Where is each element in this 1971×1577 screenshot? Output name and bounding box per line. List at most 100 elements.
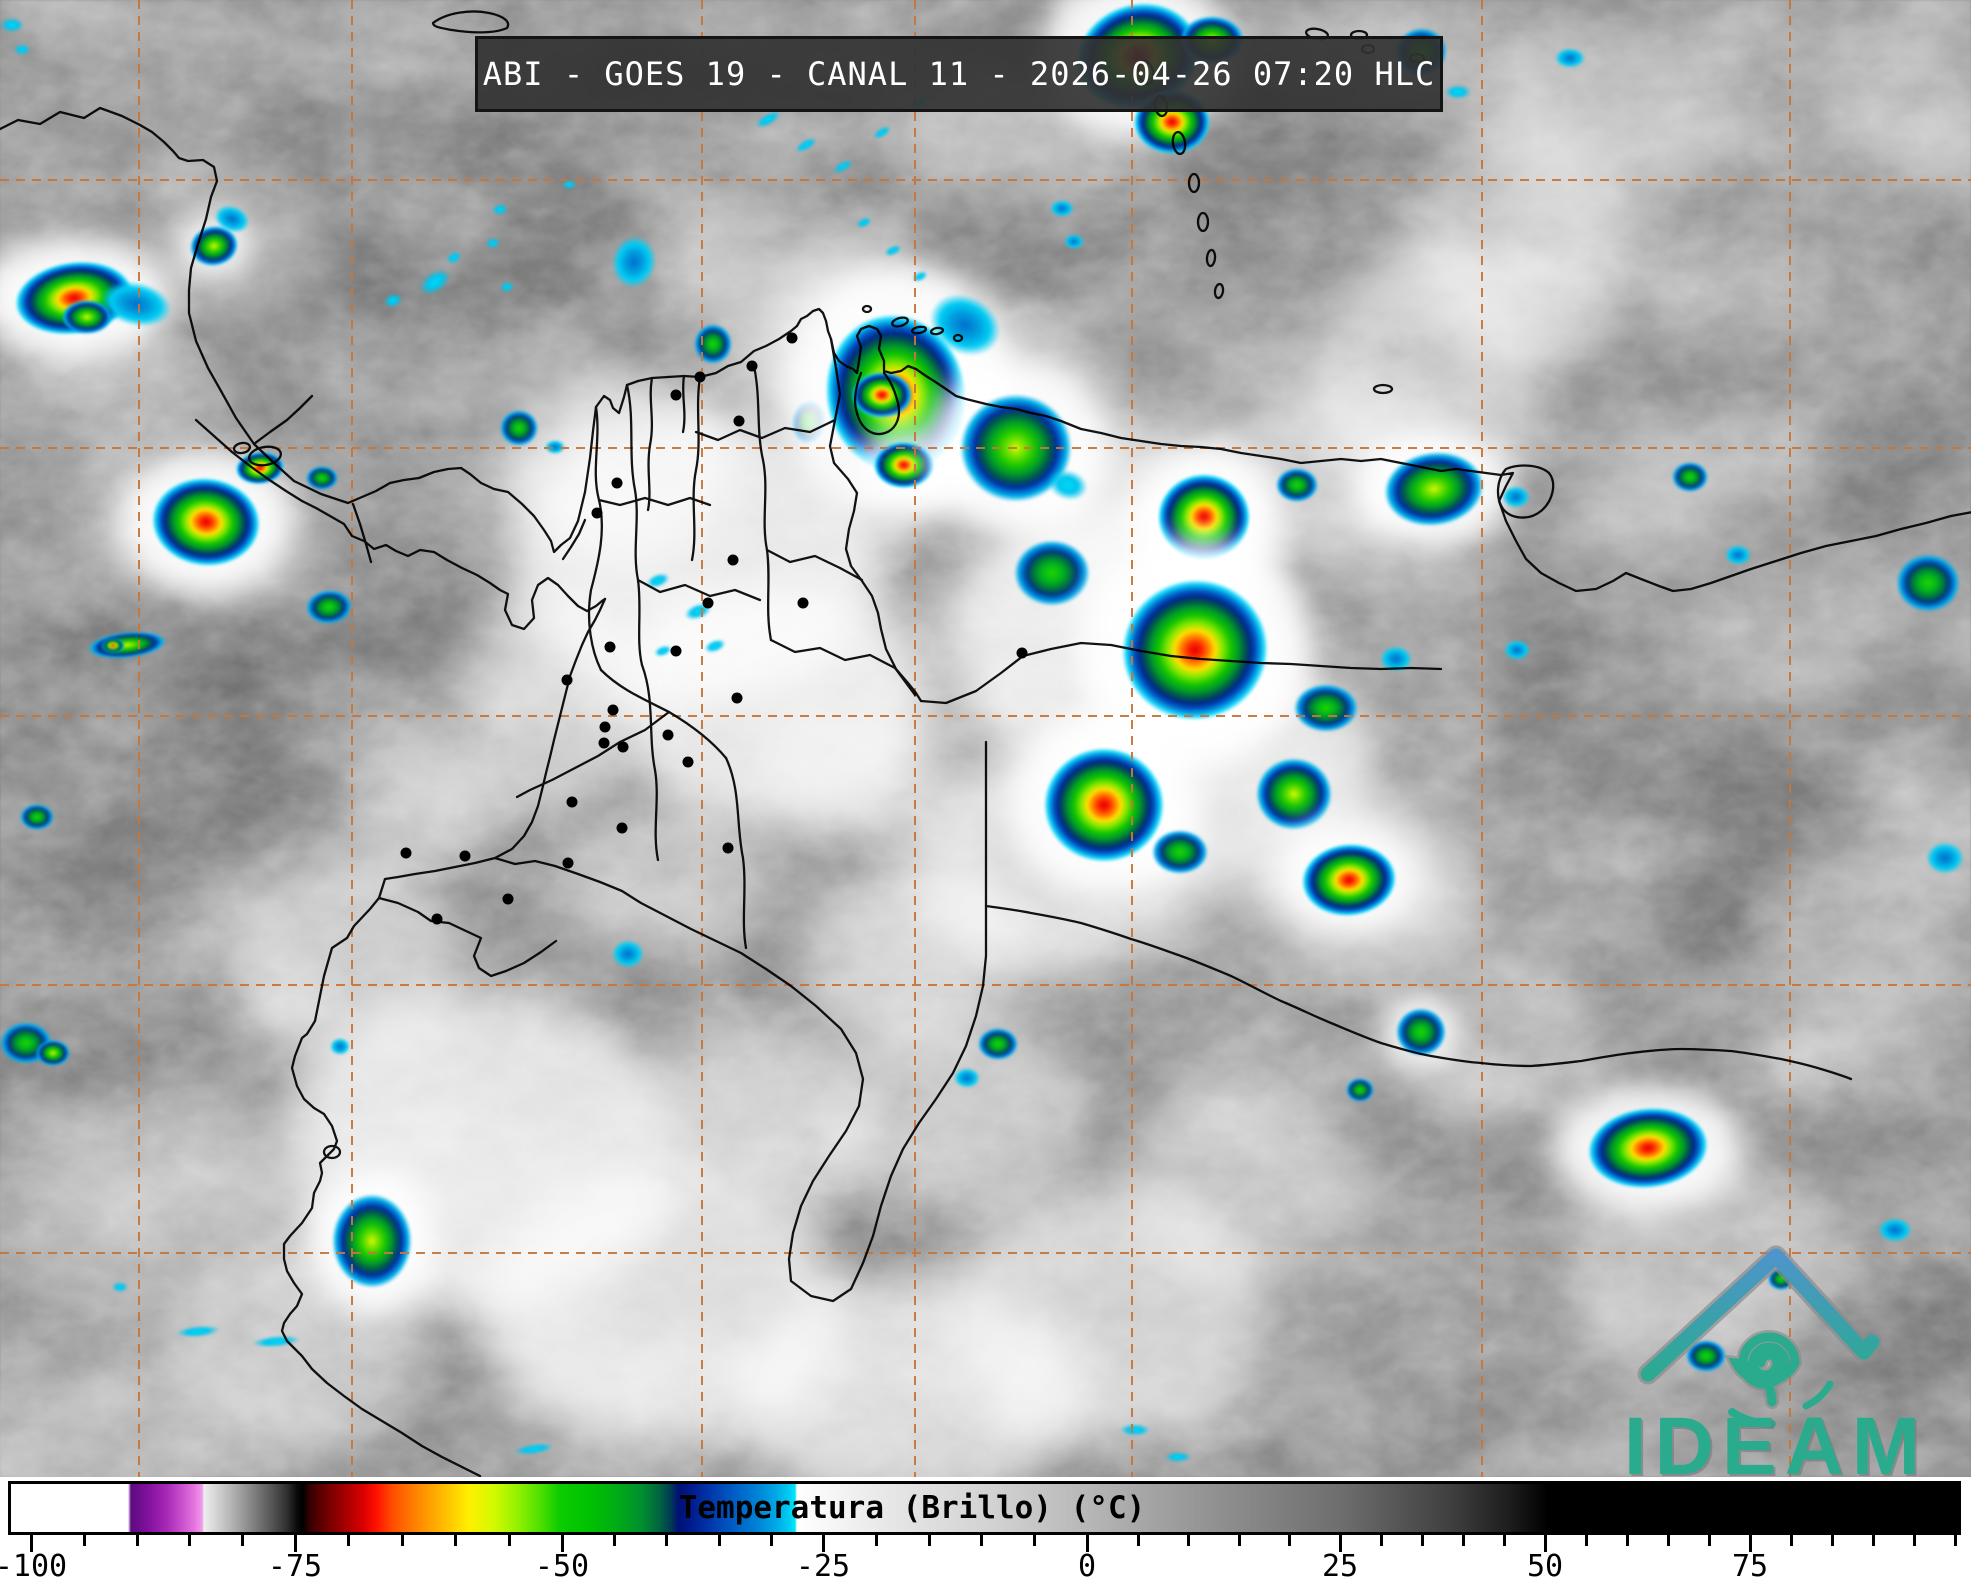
- island-outline: [1372, 383, 1394, 395]
- storm-cell-weak: [1502, 486, 1530, 508]
- city-dots: [400, 332, 1028, 925]
- storm-cell-moderate: [1346, 1078, 1374, 1102]
- storm-cell-moderate: [1152, 830, 1208, 874]
- storm-cell-moderate: [1294, 684, 1358, 732]
- colorbar-minor-tick: [1137, 1535, 1140, 1546]
- storm-cell-strong: [62, 300, 112, 334]
- island-outline: [891, 316, 909, 328]
- colorbar-major-tick: [294, 1535, 297, 1552]
- colorbar-tick-label: -75: [267, 1549, 323, 1577]
- storm-cell-weak: [1050, 200, 1074, 217]
- colorbar-minor-tick: [1238, 1535, 1241, 1546]
- city-dot: [604, 641, 616, 653]
- colorbar-major-tick: [822, 1535, 825, 1552]
- colorbar-tick-label: 0: [1077, 1549, 1097, 1577]
- city-dot: [670, 389, 682, 401]
- city-dot: [566, 796, 578, 808]
- colorbar-minor-tick: [347, 1535, 350, 1546]
- colorbar-minor-tick: [136, 1535, 139, 1546]
- city-dot: [562, 857, 574, 869]
- colorbar-minor-tick: [1462, 1535, 1465, 1546]
- city-dot: [702, 597, 714, 609]
- city-dot: [731, 692, 743, 704]
- storm-cell-weak: [612, 940, 644, 968]
- colorbar-minor-tick: [1954, 1535, 1957, 1546]
- storm-cell-moderate: [978, 1028, 1018, 1060]
- storm-cell-weak: [1504, 640, 1530, 660]
- colorbar-minor-tick: [1288, 1535, 1291, 1546]
- city-dot: [617, 741, 629, 753]
- storm-cell-moderate: [1672, 462, 1708, 492]
- island-outline: [952, 333, 964, 343]
- colorbar-minor-tick: [1872, 1535, 1875, 1546]
- colorbar-tick-label: 50: [1526, 1549, 1564, 1577]
- colorbar-minor-tick: [718, 1535, 721, 1546]
- colorbar-minor-tick: [980, 1535, 983, 1546]
- city-dot: [746, 360, 758, 372]
- colorbar-minor-tick: [83, 1535, 86, 1546]
- storm-cell-speck: [1445, 85, 1471, 99]
- city-dot: [727, 554, 739, 566]
- storm-cell-moderate: [1276, 468, 1318, 502]
- colorbar-title: Temperatura (Brillo) (°C): [678, 1490, 1146, 1526]
- city-dot: [662, 729, 674, 741]
- storm-cell-moderate: [1014, 540, 1090, 606]
- city-dot: [682, 756, 694, 768]
- storm-cell-weak: [1926, 842, 1964, 874]
- colorbar-minor-tick: [188, 1535, 191, 1546]
- city-dot: [616, 822, 628, 834]
- storm-cell-speck: [1120, 1424, 1150, 1436]
- island-outline: [1205, 248, 1217, 268]
- island-outline: [910, 325, 928, 335]
- city-dot: [786, 332, 798, 344]
- city-dot: [561, 674, 573, 686]
- storm-cell-moderate: [1896, 554, 1960, 612]
- city-dot: [598, 737, 610, 749]
- city-dot: [431, 913, 443, 925]
- storm-cell-moderate: [500, 410, 538, 446]
- city-dot: [459, 850, 471, 862]
- island-outline: [248, 445, 282, 467]
- colorbar-minor-tick: [1585, 1535, 1588, 1546]
- colorbar-minor-tick: [1033, 1535, 1036, 1546]
- island-outline: [1187, 172, 1201, 194]
- colorbar-minor-tick: [1667, 1535, 1670, 1546]
- island-outline: [1196, 211, 1210, 233]
- storm-cell-strong: [36, 1040, 70, 1066]
- city-dot: [591, 507, 603, 519]
- title-bar: ABI - GOES 19 - CANAL 11 - 2026-04-26 07…: [475, 36, 1443, 112]
- colorbar-tick-label: -50: [534, 1549, 590, 1577]
- logo-roof-icon: [1637, 1245, 1883, 1385]
- storm-cell-moderate: [1396, 1008, 1446, 1056]
- colorbar-minor-tick: [1503, 1535, 1506, 1546]
- storm-cell-strong: [332, 1194, 412, 1288]
- map-overlay-layer: IDEAM IDEAM: [0, 0, 1971, 1477]
- island-outline: [1171, 130, 1187, 156]
- colorbar-major-tick: [1086, 1535, 1089, 1552]
- storm-cell-severe: [874, 442, 934, 488]
- svg-text:IDEAM: IDEAM: [1626, 1403, 1930, 1477]
- city-dot: [599, 721, 611, 733]
- city-dot: [733, 415, 745, 427]
- storm-cell-severe: [102, 638, 124, 653]
- colorbar-major-tick: [30, 1535, 33, 1552]
- storm-cell-speck: [112, 1282, 128, 1292]
- storm-cell-weak: [954, 1068, 980, 1088]
- city-dot: [694, 371, 706, 383]
- colorbar-strip: Temperatura (Brillo) (°C) -100 -75 -50 -25 0…: [0, 1477, 1971, 1577]
- storm-cell-severe: [1044, 748, 1164, 862]
- storm-cell-weak: [545, 440, 565, 454]
- colorbar-minor-tick: [1913, 1535, 1916, 1546]
- colorbar-minor-tick: [1790, 1535, 1793, 1546]
- island-outline: [1213, 282, 1225, 300]
- colorbar-minor-tick: [1626, 1535, 1629, 1546]
- colorbar-tick-label: -25: [795, 1549, 851, 1577]
- storm-cell-speck: [1165, 1452, 1191, 1462]
- storm-cell-moderate: [694, 324, 732, 364]
- city-dot: [797, 597, 809, 609]
- island-outline: [232, 441, 252, 455]
- logo-spiral-icon: [1724, 1330, 1834, 1428]
- storm-cell-moderate: [20, 804, 54, 830]
- colorbar-frame: [8, 1481, 1961, 1535]
